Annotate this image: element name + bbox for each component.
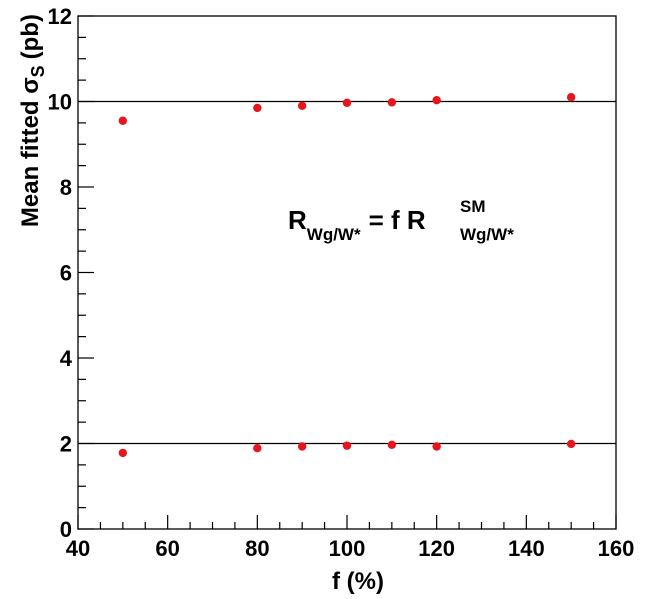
x-tick-label: 80 [245,536,269,561]
ratio-annotation: RWg/W* = f R SM Wg/W* [288,197,514,244]
data-point [566,439,576,449]
axis-ticks [77,15,617,530]
data-point [432,442,441,451]
plot-frame [77,15,617,530]
annotation-superscript-right: SM [460,197,486,216]
x-axis-title: f (%) [332,568,384,595]
y-axis-title-subscript: S [28,65,48,77]
y-axis-title: Mean fitted σS (pb) [17,14,48,227]
data-point [253,103,262,113]
data-point [387,440,397,449]
y-tick-label: 4 [60,346,73,371]
annotation-equals: = f R [369,205,426,235]
annotation-subscript-left: Wg/W* [307,225,361,244]
x-tick-label: 120 [418,536,455,561]
y-axis-title-unit: (pb) [17,14,44,59]
svg-text:Mean fitted σS(pb): Mean fitted σS (pb) [17,14,48,227]
y-axis-title-main: Mean fitted σ [17,77,44,227]
data-point [566,93,576,102]
y-tick-label: 12 [48,4,72,29]
data-points [118,93,576,458]
y-tick-labels: 0 2 4 6 8 10 12 [48,4,73,542]
y-tick-label: 6 [60,261,72,286]
data-point [432,96,441,105]
annotation-R: R [288,205,307,235]
y-tick-label: 8 [60,175,72,200]
data-point [253,444,262,453]
x-tick-label: 60 [155,536,179,561]
data-point [118,448,128,458]
annotation-subscript-right: Wg/W* [460,225,514,244]
x-tick-label: 160 [598,536,635,561]
data-point [297,101,307,110]
data-point [297,442,307,451]
data-point [387,98,397,107]
data-point [118,116,128,125]
y-tick-label: 0 [60,517,72,542]
data-point [342,441,352,450]
reference-lines [78,100,616,445]
x-tick-label: 140 [508,536,545,561]
y-tick-label: 10 [48,90,72,115]
y-tick-label: 2 [60,432,72,457]
x-tick-label: 40 [66,536,90,561]
svg-text:RWg/W*= f R: RWg/W* = f R [288,205,426,244]
x-tick-label: 100 [329,536,366,561]
data-point [342,98,352,107]
x-tick-labels: 40 60 80 100 120 140 160 [66,536,635,561]
